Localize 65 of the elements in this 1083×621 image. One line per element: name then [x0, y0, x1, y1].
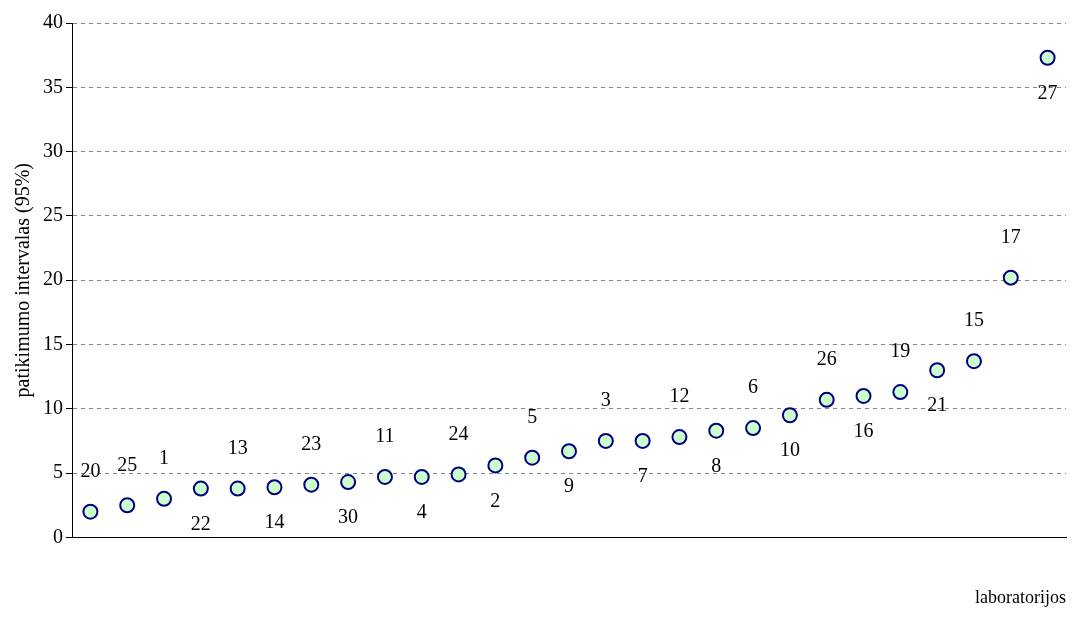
- point: [340, 474, 357, 491]
- annotation: 9: [564, 474, 574, 497]
- point: [965, 353, 982, 370]
- y-tick-label: 15: [43, 331, 63, 354]
- annotation: 16: [853, 419, 874, 442]
- annotation: 2: [490, 488, 501, 511]
- y-tick-label: 10: [43, 396, 63, 419]
- annotation: 17: [1000, 224, 1021, 247]
- y-tick-label: 35: [43, 74, 63, 97]
- annotation: 26: [816, 347, 837, 370]
- annotation: 19: [890, 339, 911, 362]
- annotation: 24: [448, 421, 469, 444]
- point: [1002, 269, 1019, 286]
- annotation: 11: [375, 424, 395, 447]
- point: [524, 449, 541, 466]
- annotation: 20: [80, 458, 101, 481]
- point: [119, 497, 136, 514]
- annotation: 13: [227, 435, 248, 458]
- annotation: 25: [117, 452, 138, 475]
- point: [376, 468, 393, 485]
- point: [892, 384, 909, 401]
- annotation: 1: [159, 446, 170, 469]
- annotation: 5: [527, 404, 538, 427]
- point: [229, 480, 246, 497]
- y-tick-label: 30: [43, 138, 63, 161]
- point: [708, 422, 725, 439]
- annotation: 23: [301, 431, 322, 454]
- y-axis-title: patikimumo intervalas (95%): [11, 163, 35, 398]
- point: [192, 480, 209, 497]
- y-tick-label: 25: [43, 203, 63, 226]
- annotation: 6: [748, 375, 759, 398]
- annotation: 14: [264, 510, 285, 533]
- point: [303, 476, 320, 493]
- y-tick-label: 40: [43, 10, 63, 33]
- y-tick-label: 20: [43, 267, 63, 290]
- annotation: 7: [637, 464, 648, 487]
- annotation: 8: [711, 453, 722, 476]
- point: [855, 387, 872, 404]
- point: [413, 468, 430, 485]
- annotation: 27: [1037, 80, 1058, 103]
- annotation: 4: [416, 500, 427, 523]
- point: [634, 432, 651, 449]
- x-axis-title: laboratorijos: [975, 586, 1066, 607]
- y-tick-label: 0: [53, 524, 63, 547]
- annotation: 15: [963, 308, 984, 331]
- annotation: 12: [669, 384, 690, 407]
- point: [487, 457, 504, 474]
- point: [781, 407, 798, 424]
- point: [1039, 49, 1056, 66]
- annotation: 3: [600, 388, 611, 411]
- point: [929, 362, 946, 379]
- point: [156, 490, 173, 507]
- annotation: 30: [338, 505, 359, 528]
- point: [671, 429, 688, 446]
- point: [745, 420, 762, 437]
- point: [561, 443, 577, 460]
- annotation: 21: [927, 393, 948, 416]
- point: [450, 466, 467, 483]
- point: [818, 391, 835, 408]
- annotation: 22: [190, 511, 211, 534]
- point: [266, 479, 283, 496]
- annotation: 10: [779, 438, 800, 461]
- point: [597, 432, 614, 449]
- point: [82, 503, 99, 520]
- y-tick-label: 5: [53, 460, 63, 483]
